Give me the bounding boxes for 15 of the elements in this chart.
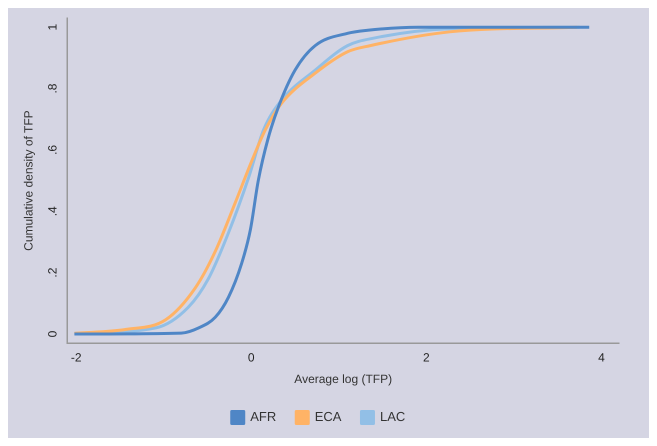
x-tick-label: -2 [70,350,82,365]
x-tick-label: 0 [248,350,255,365]
y-tick-label: .6 [46,144,60,155]
legend-label: LAC [380,409,406,424]
x-tick-label: 4 [598,350,606,365]
x-axis-title: Average log (TFP) [294,372,392,386]
y-tick-label: .8 [46,83,60,94]
y-tick-label: 1 [46,24,60,31]
legend-label: ECA [314,409,342,424]
y-tick-label: .4 [46,206,60,216]
y-tick-label: .2 [46,267,60,278]
x-tick-label: 2 [423,350,430,365]
y-tick-label: 0 [46,330,60,338]
y-axis-title: Cumulative density of TFP [22,110,36,251]
legend-label: AFR [250,409,276,424]
